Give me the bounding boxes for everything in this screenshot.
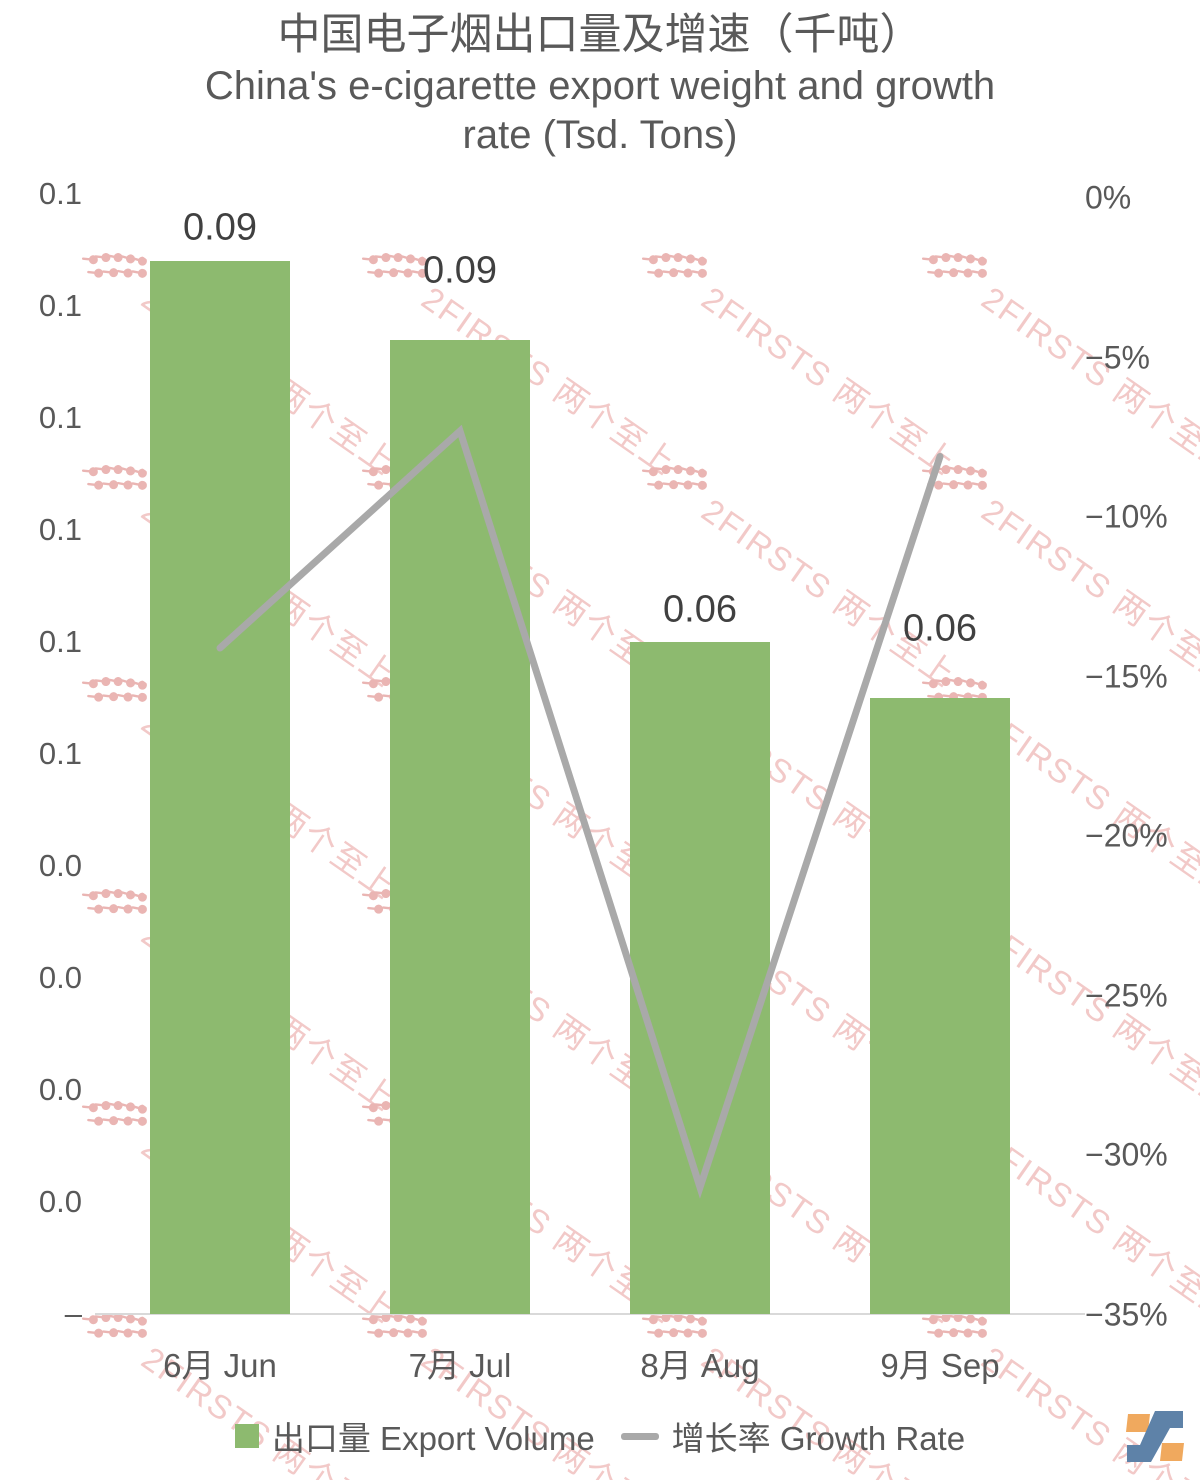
left-axis-tick: 0.1 [38, 176, 82, 211]
left-axis-tick: 0.1 [38, 400, 82, 435]
left-axis-tick: 0.1 [38, 624, 82, 659]
legend-line-swatch-growth-rate [620, 1432, 659, 1440]
bar-value-label: 0.09 [183, 206, 257, 249]
left-axis-tick: 0.1 [38, 288, 82, 323]
right-axis-tick: −10% [1085, 498, 1168, 535]
left-axis-tick: 0.0 [38, 960, 82, 995]
left-axis-tick: – [64, 1296, 82, 1331]
left-axis-tick: 0.0 [38, 1184, 82, 1219]
x-axis-label: 9月 Sep [880, 1347, 1000, 1384]
left-axis-tick: 0.0 [38, 848, 82, 883]
left-axis-tick: 0.1 [38, 512, 82, 547]
left-axis-tick: 0.0 [38, 1072, 82, 1107]
legend: 出口量 Export Volume 增长率 Growth Rate [0, 1412, 1200, 1460]
x-axis-label: 6月 Jun [163, 1347, 277, 1384]
chart-title-zh: 中国电子烟出口量及增速（千吨） [277, 11, 923, 59]
2firsts-logo [1126, 1411, 1184, 1462]
right-axis-tick: −30% [1085, 1136, 1168, 1173]
x-axis-baseline [95, 1313, 1085, 1315]
x-axis-label: 8月 Aug [640, 1347, 760, 1384]
legend-label-growth-rate: 增长率 Growth Rate [671, 1420, 966, 1457]
right-axis-tick: 0% [1085, 179, 1132, 216]
x-axis-label: 7月 Jul [408, 1347, 512, 1384]
legend-swatch-export-volume [234, 1424, 259, 1448]
right-axis-tick: −5% [1085, 339, 1150, 376]
right-axis-tick: −20% [1085, 817, 1168, 854]
bar-value-label: 0.09 [423, 249, 497, 292]
legend-label-export-volume: 出口量 Export Volume [271, 1420, 595, 1457]
right-axis-tick: −15% [1085, 658, 1168, 695]
right-axis-tick: −25% [1085, 977, 1168, 1014]
chart-title: 中国电子烟出口量及增速（千吨） China's e-cigarette expo… [0, 8, 1200, 160]
chart-title-en-line1: China's e-cigarette export weight and gr… [204, 64, 996, 108]
right-axis-tick: −35% [1085, 1296, 1168, 1333]
left-axis-tick: 0.1 [38, 736, 82, 771]
chart-title-en-line2: rate (Tsd. Tons) [462, 113, 738, 157]
